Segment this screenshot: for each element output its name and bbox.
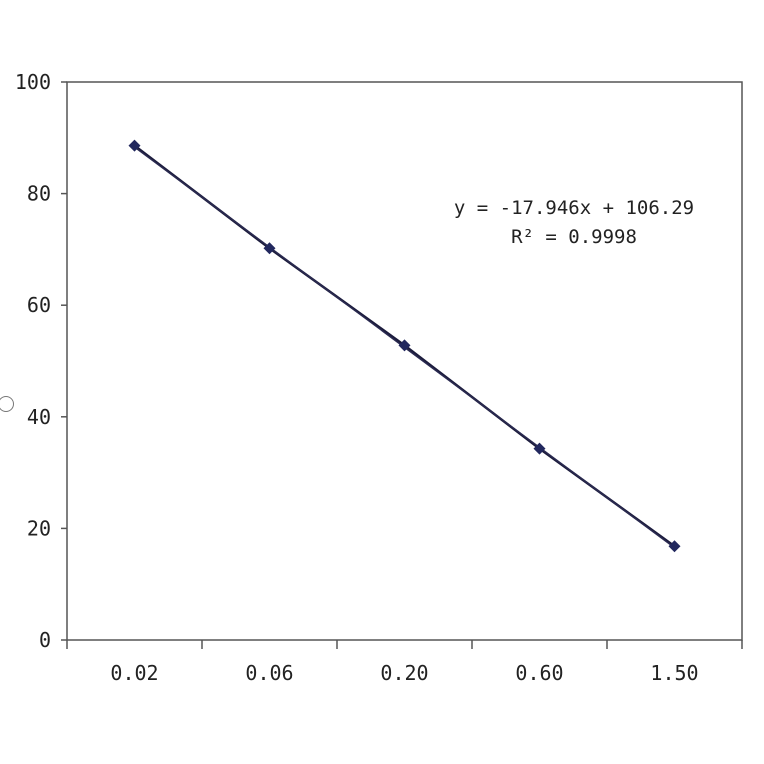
x-tick-label: 1.50 xyxy=(650,661,698,685)
data-point xyxy=(533,442,546,455)
data-point xyxy=(668,540,681,553)
y-tick-label: 40 xyxy=(27,405,51,429)
radio-button[interactable] xyxy=(0,396,14,412)
x-tick-label: 0.02 xyxy=(110,661,158,685)
x-tick-label: 0.06 xyxy=(245,661,293,685)
y-axis: 0 20 40 60 80 100 xyxy=(15,70,67,652)
x-axis: 0.02 0.06 0.20 0.60 1.50 xyxy=(66,640,743,685)
equation-annotation: y = -17.946x + 106.29 xyxy=(454,197,694,219)
y-tick-label: 100 xyxy=(15,70,51,94)
series xyxy=(128,139,681,553)
y-tick-label: 20 xyxy=(27,516,51,540)
y-tick-label: 0 xyxy=(39,628,51,652)
plot-frame xyxy=(66,81,743,641)
x-tick-label: 0.60 xyxy=(515,661,563,685)
data-point xyxy=(128,139,141,152)
y-tick-label: 60 xyxy=(27,293,51,317)
plot-area: 0 20 40 60 80 100 0.02 0.06 0.20 0.60 1.50 y = -1… xyxy=(15,70,743,685)
data-point xyxy=(263,242,276,255)
y-tick-label: 80 xyxy=(27,182,51,206)
r-squared-annotation: R² = 0.9998 xyxy=(511,226,637,248)
data-point xyxy=(398,339,411,352)
x-tick-label: 0.20 xyxy=(380,661,428,685)
